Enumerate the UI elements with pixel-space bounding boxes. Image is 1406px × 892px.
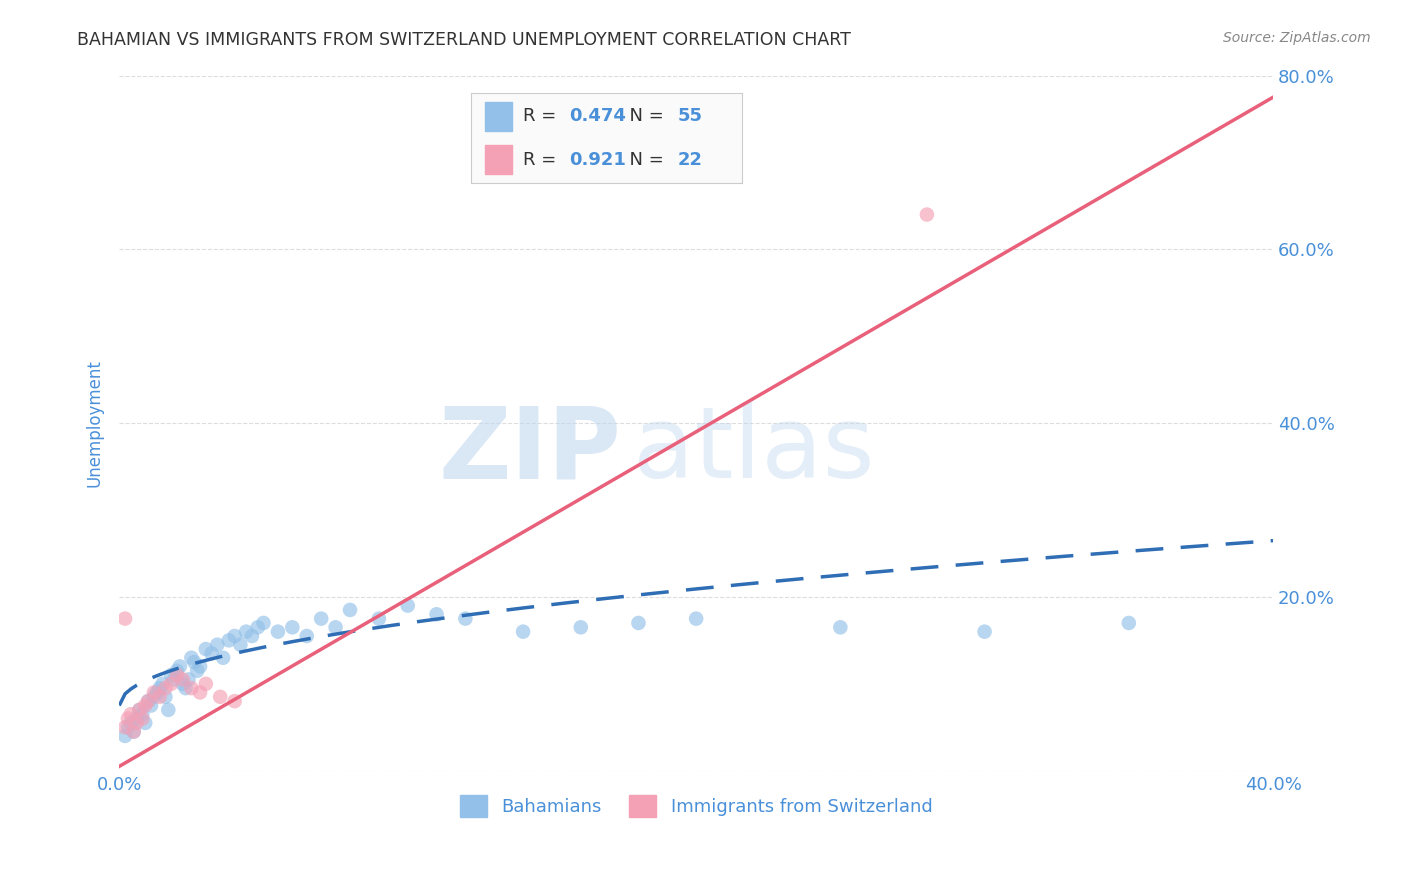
Point [120, 707, 142, 722]
Point [136, 694, 159, 708]
Point [134, 715, 156, 730]
Point [685, 612, 707, 626]
Point [142, 690, 165, 704]
Point [183, 655, 205, 669]
Point [122, 724, 145, 739]
Point [146, 685, 169, 699]
Point [295, 629, 318, 643]
Point [1118, 615, 1140, 630]
Point [267, 624, 290, 639]
Point [207, 638, 229, 652]
Point [166, 668, 188, 682]
Point [172, 677, 194, 691]
Point [160, 677, 183, 691]
Point [117, 720, 139, 734]
Point [122, 724, 145, 739]
Point [209, 690, 232, 704]
Point [128, 703, 150, 717]
Point [155, 690, 177, 704]
Point [157, 703, 180, 717]
Point [134, 698, 156, 713]
Point [172, 673, 194, 687]
Point [125, 715, 148, 730]
Point [200, 646, 222, 660]
Point [229, 638, 252, 652]
Point [163, 673, 186, 687]
Point [188, 685, 211, 699]
Point [114, 729, 136, 743]
Point [131, 707, 153, 722]
Text: atlas: atlas [633, 402, 875, 500]
Point [325, 620, 347, 634]
Text: ZIP: ZIP [439, 402, 621, 500]
Point [180, 650, 202, 665]
Point [155, 681, 177, 695]
Point [149, 690, 172, 704]
Text: Source: ZipAtlas.com: Source: ZipAtlas.com [1223, 31, 1371, 45]
Point [180, 681, 202, 695]
Point [166, 664, 188, 678]
Point [186, 664, 208, 678]
Point [194, 677, 217, 691]
Point [152, 677, 174, 691]
Point [125, 712, 148, 726]
Point [830, 620, 852, 634]
Point [149, 681, 172, 695]
Point [224, 694, 246, 708]
Point [281, 620, 304, 634]
Point [212, 650, 235, 665]
Point [218, 633, 240, 648]
Point [117, 712, 139, 726]
Point [973, 624, 995, 639]
Point [252, 615, 274, 630]
Point [235, 624, 257, 639]
Point [569, 620, 592, 634]
Point [188, 659, 211, 673]
Point [142, 685, 165, 699]
Point [915, 208, 938, 222]
Point [114, 720, 136, 734]
Point [139, 698, 162, 713]
Point [454, 612, 477, 626]
Point [169, 659, 191, 673]
Point [425, 607, 447, 622]
Point [114, 612, 136, 626]
Text: BAHAMIAN VS IMMIGRANTS FROM SWITZERLAND UNEMPLOYMENT CORRELATION CHART: BAHAMIAN VS IMMIGRANTS FROM SWITZERLAND … [77, 31, 851, 49]
Point [246, 620, 269, 634]
Point [339, 603, 361, 617]
Point [174, 681, 197, 695]
Point [309, 612, 332, 626]
Point [177, 673, 200, 687]
Point [120, 715, 142, 730]
Legend: Bahamians, Immigrants from Switzerland: Bahamians, Immigrants from Switzerland [453, 788, 939, 824]
Point [131, 712, 153, 726]
Point [240, 629, 263, 643]
Y-axis label: Unemployment: Unemployment [86, 359, 103, 487]
Point [627, 615, 650, 630]
Point [396, 599, 419, 613]
Point [194, 642, 217, 657]
Point [160, 668, 183, 682]
Point [128, 703, 150, 717]
Point [136, 694, 159, 708]
Point [224, 629, 246, 643]
Point [367, 612, 389, 626]
Point [512, 624, 534, 639]
